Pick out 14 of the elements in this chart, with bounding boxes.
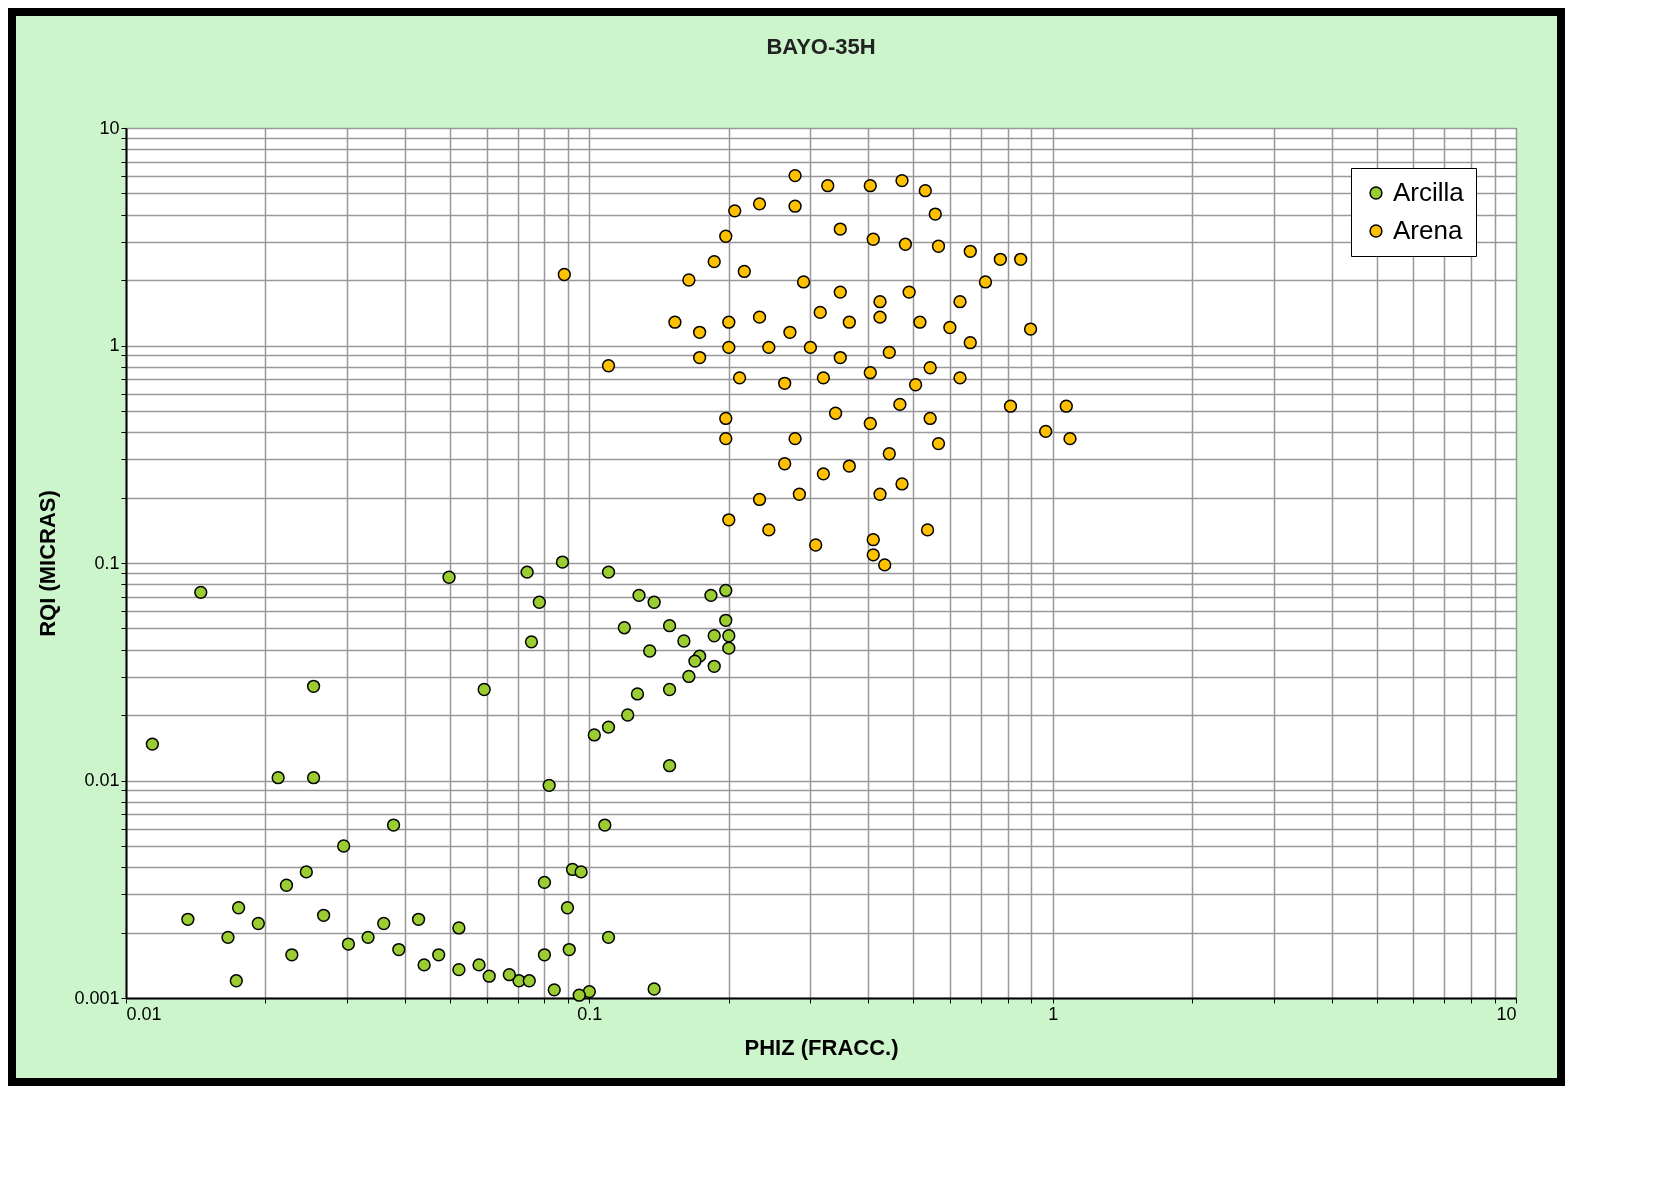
- y-tick-label: 10: [99, 117, 120, 138]
- x-tick-label: 0.1: [577, 1003, 603, 1024]
- x-tick-label: 10: [1496, 1003, 1517, 1024]
- chart-title: BAYO-35H: [766, 34, 876, 59]
- y-tick-label: 0.01: [84, 770, 120, 790]
- legend-label: Arena: [1393, 215, 1463, 245]
- y-tick-label: 1: [109, 335, 120, 355]
- legend-label: Arcilla: [1393, 177, 1465, 207]
- y-tick-label: 0.001: [74, 987, 120, 1008]
- x-tick-label: 1: [1048, 1003, 1059, 1024]
- x-axis-title: PHIZ (FRACC.): [744, 1034, 899, 1060]
- y-tick-label: 0.1: [94, 552, 120, 573]
- x-tick-label: 0.01: [126, 1003, 162, 1024]
- y-axis-title: RQI (MICRAS): [35, 490, 61, 637]
